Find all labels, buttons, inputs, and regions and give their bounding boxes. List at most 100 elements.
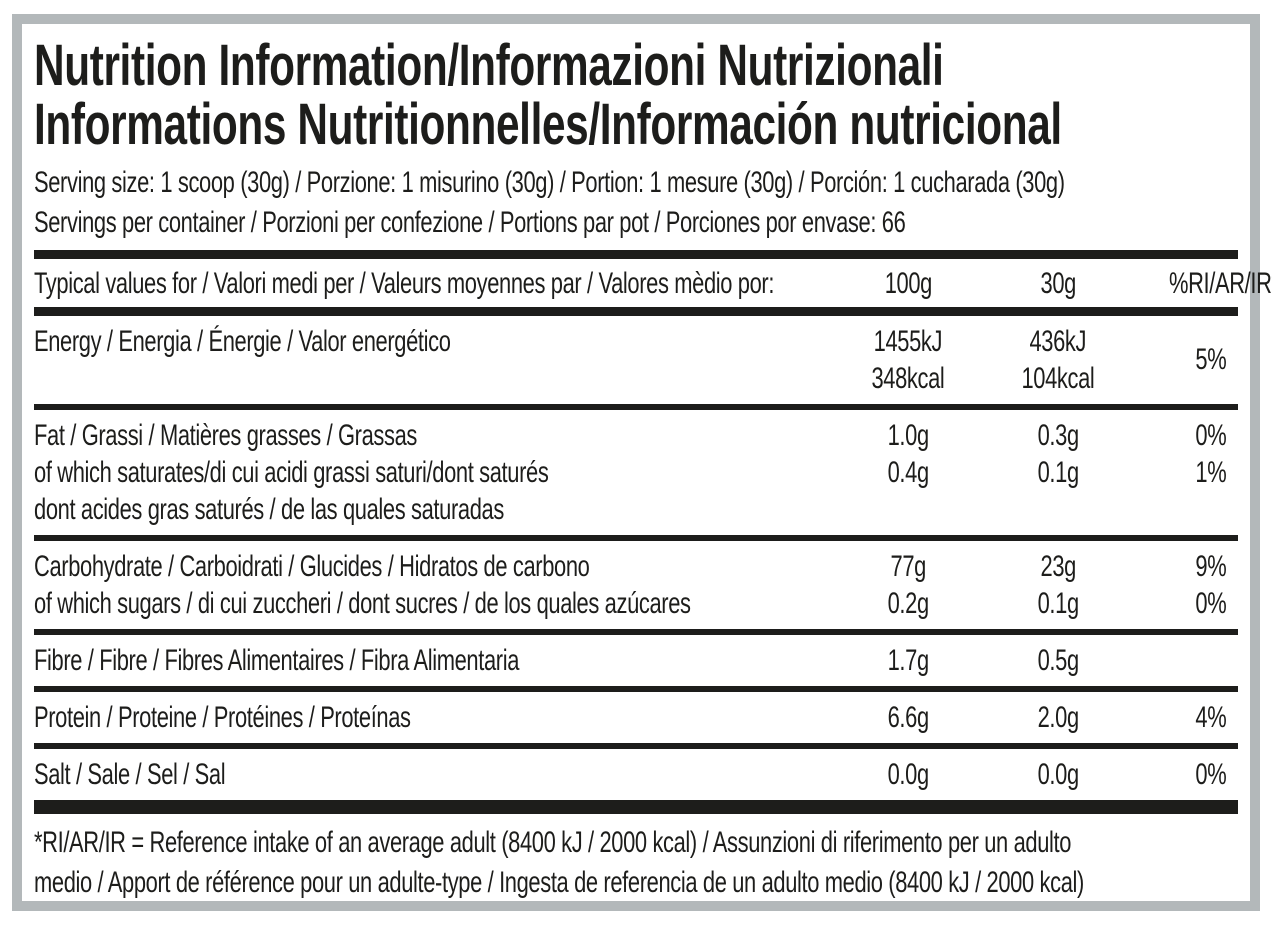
value-per-30g-text: 104kcal [1021, 362, 1095, 395]
value-per-100g: 1.7g [828, 642, 988, 679]
value-per-30g-line: 23g [988, 548, 1128, 585]
nutrient-name-line: dont acides gras saturés / de las quales… [34, 491, 828, 528]
row-separator [34, 743, 1238, 749]
nutrient-name-line: Energy / Energia / Énergie / Valor energ… [34, 323, 828, 360]
header-col-ri: %RI/AR/IR* [1128, 268, 1272, 299]
nutrient-name-line [34, 360, 828, 397]
nutrient-row-energy: Energy / Energia / Énergie / Valor energ… [34, 316, 1238, 404]
value-ri-percent [1128, 642, 1238, 679]
nutrient-name-line: Carbohydrate / Carboidrati / Glucides / … [34, 548, 828, 585]
separator-heavy-bottom [34, 800, 1238, 814]
value-per-100g-text: 1455kJ [873, 325, 943, 358]
value-per-100g: 77g 0.2g [828, 548, 988, 622]
value-ri-percent-line: 0% [1128, 585, 1226, 622]
value-per-100g: 6.6g [828, 699, 988, 736]
value-per-100g-text: 77g [890, 550, 926, 583]
value-ri-percent-text: 0% [1195, 758, 1226, 791]
nutrient-name-text: Protein / Proteine / Protéines / Proteín… [34, 701, 411, 734]
value-per-30g: 0.0g [988, 756, 1128, 793]
value-per-100g-line: 1.7g [828, 642, 988, 679]
nutrient-name-text: of which saturates/di cui acidi grassi s… [34, 456, 549, 489]
value-ri-percent-line [1128, 491, 1226, 528]
header-typical-values: Typical values for / Valori medi per / V… [34, 268, 828, 299]
value-per-100g-text [905, 491, 911, 528]
nutrition-label-content: Nutrition Information/Informazioni Nutri… [22, 24, 1272, 903]
nutrient-name: Salt / Sale / Sel / Sal [34, 756, 828, 793]
row-separator [34, 404, 1238, 410]
header-col-30g-text: 30g [1040, 267, 1076, 300]
nutrient-name-text [34, 360, 40, 397]
nutrient-name-text: Salt / Sale / Sel / Sal [34, 758, 226, 791]
row-separator [34, 535, 1238, 541]
value-per-100g-text: 0.0g [887, 758, 929, 791]
table-header-row: Typical values for / Valori medi per / V… [34, 259, 1272, 307]
value-ri-percent-text: 5% [1195, 343, 1226, 376]
nutrient-row-protein: Protein / Proteine / Protéines / Proteín… [34, 692, 1238, 743]
header-col-30g: 30g [988, 268, 1128, 299]
value-per-30g-text [1055, 491, 1061, 528]
value-ri-percent: 0% [1128, 756, 1238, 793]
serving-size-line: Serving size: 1 scoop (30g) / Porzione: … [34, 164, 1238, 202]
nutrient-name-text: Fibre / Fibre / Fibres Alimentaires / Fi… [34, 644, 520, 677]
nutrient-name-line: of which sugars / di cui zuccheri / dont… [34, 585, 828, 622]
value-ri-percent-line [1128, 642, 1226, 679]
value-ri-percent: 0% 1% [1128, 417, 1238, 528]
footnote: *RI/AR/IR = Reference intake of an avera… [34, 814, 1238, 903]
value-ri-percent-line: 0% [1128, 417, 1226, 454]
value-per-100g-line: 348kcal [828, 360, 988, 397]
value-per-100g-line: 0.0g [828, 756, 988, 793]
value-per-30g-line: 0.5g [988, 642, 1128, 679]
header-col-ri-text: %RI/AR/IR* [1168, 267, 1272, 300]
value-per-100g: 0.0g [828, 756, 988, 793]
value-per-30g-text: 0.0g [1037, 758, 1079, 791]
value-per-30g: 23g 0.1g [988, 548, 1128, 622]
serving-size-text: Serving size: 1 scoop (30g) / Porzione: … [34, 166, 1065, 199]
value-per-100g-text: 348kcal [871, 362, 945, 395]
nutrient-name-line: Fibre / Fibre / Fibres Alimentaires / Fi… [34, 642, 828, 679]
value-per-30g-text: 436kJ [1029, 325, 1087, 358]
nutrient-name: Energy / Energia / Énergie / Valor energ… [34, 323, 828, 397]
value-per-30g-line: 104kcal [988, 360, 1128, 397]
value-per-100g-line: 77g [828, 548, 988, 585]
nutrient-name-text: of which sugars / di cui zuccheri / dont… [34, 587, 691, 620]
value-ri-percent: 9% 0% [1128, 548, 1238, 622]
value-per-30g-text: 23g [1040, 550, 1076, 583]
value-per-100g-text: 6.6g [887, 701, 929, 734]
nutrient-name: Fat / Grassi / Matières grasses / Grassa… [34, 417, 828, 528]
value-per-100g: 1.0g 0.4g [828, 417, 988, 528]
value-per-30g-line: 436kJ [988, 323, 1128, 360]
header-col-100g: 100g [828, 268, 988, 299]
nutrient-name-text: dont acides gras saturés / de las quales… [34, 493, 504, 526]
nutrient-name: Fibre / Fibre / Fibres Alimentaires / Fi… [34, 642, 828, 679]
value-per-30g-line: 0.1g [988, 454, 1128, 491]
value-ri-percent-text: 1% [1195, 456, 1226, 489]
nutrient-name: Protein / Proteine / Protéines / Proteín… [34, 699, 828, 736]
footnote-line-2: medio / Apport de référence pour un adul… [34, 866, 1084, 899]
value-ri-percent-line: 4% [1128, 699, 1226, 736]
value-per-30g-text: 0.3g [1037, 419, 1079, 452]
value-per-30g: 0.5g [988, 642, 1128, 679]
nutrient-rows: Energy / Energia / Énergie / Valor energ… [34, 316, 1238, 800]
nutrient-row-fibre: Fibre / Fibre / Fibres Alimentaires / Fi… [34, 635, 1238, 686]
value-per-100g-text: 1.0g [887, 419, 929, 452]
value-per-30g-text: 0.5g [1037, 644, 1079, 677]
separator-heavy-below-header [34, 307, 1238, 316]
value-per-100g-line: 0.2g [828, 585, 988, 622]
value-per-30g: 0.3g 0.1g [988, 417, 1128, 528]
servings-per-container-line: Servings per container / Porzioni per co… [34, 204, 1238, 242]
value-per-100g-text: 0.4g [887, 456, 929, 489]
header-typical-values-text: Typical values for / Valori medi per / V… [34, 267, 775, 300]
nutrient-name-text: Fat / Grassi / Matières grasses / Grassa… [34, 419, 417, 452]
row-separator [34, 629, 1238, 635]
value-per-30g: 436kJ 104kcal [988, 323, 1128, 397]
value-per-30g-text: 0.1g [1037, 456, 1079, 489]
value-per-30g-text: 0.1g [1037, 587, 1079, 620]
header-col-100g-text: 100g [884, 267, 932, 300]
nutrient-name-line: of which saturates/di cui acidi grassi s… [34, 454, 828, 491]
value-ri-percent-text: 4% [1195, 701, 1226, 734]
value-ri-percent: 4% [1128, 699, 1238, 736]
nutrient-row-salt: Salt / Sale / Sel / Sal 0.0g 0.0g 0% [34, 749, 1238, 800]
value-ri-percent-text [1220, 642, 1226, 679]
footnote-line-1: *RI/AR/IR = Reference intake of an avera… [34, 826, 1072, 859]
value-per-30g-line [988, 491, 1128, 528]
